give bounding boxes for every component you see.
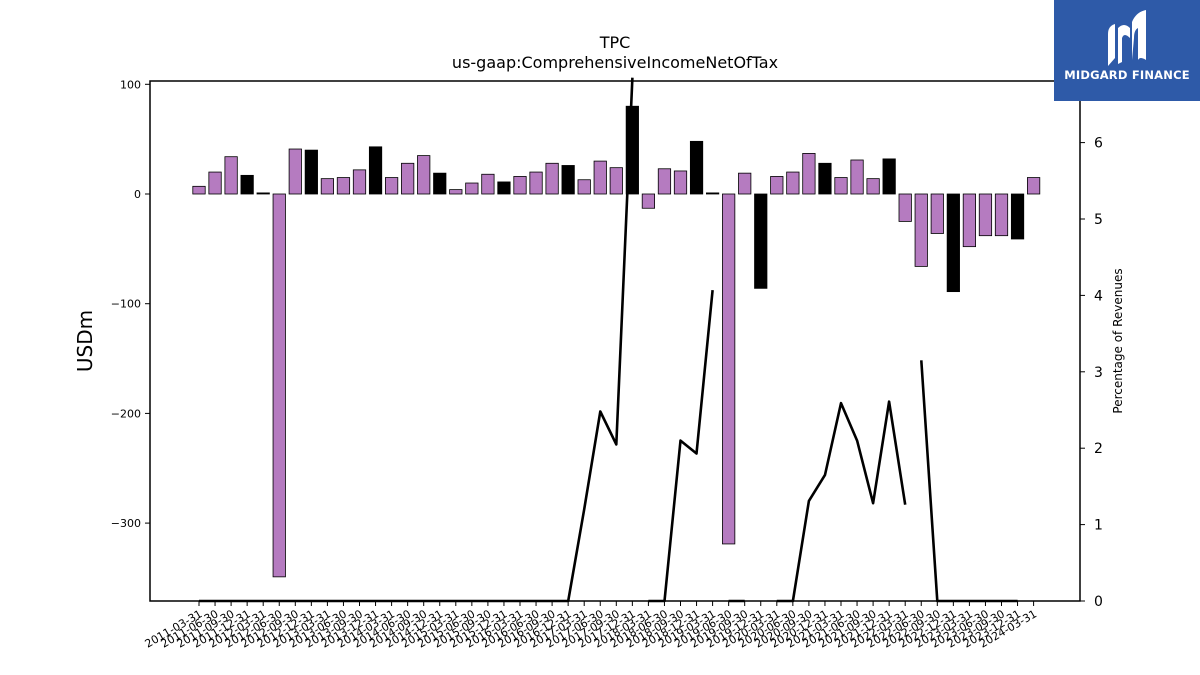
bar-2015-06-30: [465, 182, 479, 195]
plot-frame: [149, 80, 1081, 602]
bar-2015-12-31: [497, 181, 511, 195]
bar-2013-12-31: [368, 146, 383, 195]
bar-2013-06-30: [336, 177, 351, 195]
y-tick-label: −200: [111, 407, 141, 420]
y2-tick-label: 2: [1094, 441, 1103, 457]
y2-tick-label: 0: [1094, 594, 1103, 610]
bar-2012-03-31: [256, 192, 270, 195]
bar-2016-06-30: [529, 171, 543, 195]
bar-2022-03-31: [898, 193, 912, 222]
bar-2016-03-31: [513, 176, 527, 195]
y2-tick-label: 6: [1094, 136, 1103, 152]
line-segment-4: [776, 400, 907, 603]
bar-2024-03-31: [1027, 177, 1041, 195]
bar-2014-03-31: [384, 177, 399, 195]
bar-2022-06-30: [914, 193, 928, 267]
logo-mark-icon: [1108, 10, 1146, 66]
bar-2015-09-30: [481, 173, 495, 195]
bar-2021-03-31: [834, 177, 848, 195]
bar-2022-09-30: [930, 193, 944, 234]
bar-2016-09-30: [545, 162, 559, 195]
bar-2011-09-30: [224, 156, 238, 195]
bar-2021-12-31: [882, 158, 896, 195]
midgard-finance-logo: MIDGARD FINANCE: [1054, 0, 1200, 101]
bar-2023-09-30: [994, 193, 1009, 237]
bar-2011-03-31: [192, 185, 206, 195]
logo-text: MIDGARD FINANCE: [1064, 68, 1190, 82]
y-tick-label: −100: [111, 298, 141, 311]
y-tick-label: −300: [111, 517, 141, 530]
bar-2018-03-31: [641, 193, 656, 209]
bar-2019-03-31: [706, 192, 720, 195]
line-segment-0: [199, 77, 634, 603]
bar-2023-06-30: [978, 193, 993, 237]
line-segment-1: [648, 289, 714, 603]
bar-2020-09-30: [802, 153, 816, 195]
bar-2018-06-30: [657, 168, 672, 195]
line-segment-5: [920, 360, 1018, 603]
y2-tick-label: 5: [1094, 212, 1103, 228]
bar-2020-03-31: [770, 176, 784, 195]
bar-2021-06-30: [850, 159, 864, 195]
y-tick-label: 0: [134, 188, 141, 201]
bar-2017-06-30: [593, 160, 607, 195]
line-group: [199, 77, 1018, 603]
bar-2022-12-31: [946, 193, 960, 293]
y2-tick-label: 1: [1094, 518, 1103, 534]
y2-tick-label: 4: [1094, 288, 1103, 304]
bar-2016-12-31: [561, 165, 575, 195]
chart-subtitle: us-gaap:ComprehensiveIncomeNetOfTax: [452, 53, 778, 72]
bar-2012-12-31: [304, 149, 318, 195]
bar-2011-06-30: [208, 171, 222, 195]
bar-2019-09-30: [738, 172, 752, 195]
axes-group: 1000−100−200−30001234562011-03-312011-06…: [111, 78, 1103, 650]
bar-2013-09-30: [352, 169, 367, 195]
bar-2014-12-31: [433, 172, 447, 195]
bar-2019-12-31: [754, 193, 768, 289]
y2-axis-label: Percentage of Revenues: [1111, 268, 1125, 413]
y-tick-label: 100: [120, 78, 141, 91]
bar-2012-09-30: [288, 148, 302, 195]
bar-2020-06-30: [786, 171, 800, 195]
y2-tick-label: 3: [1094, 365, 1103, 381]
y-axis-label: USDm: [73, 310, 97, 372]
bar-2012-06-30: [272, 193, 286, 578]
bar-2014-06-30: [401, 162, 415, 195]
bar-2017-09-30: [609, 167, 623, 195]
bar-2021-09-30: [866, 178, 880, 195]
bar-2018-09-30: [673, 170, 688, 195]
bar-2017-03-31: [577, 179, 591, 195]
bar-2019-06-30: [722, 193, 736, 545]
bar-2014-09-30: [417, 155, 431, 195]
bars-group: [192, 105, 1041, 578]
bar-2018-12-31: [689, 140, 704, 195]
bar-2023-12-31: [1010, 193, 1025, 240]
bar-2023-03-31: [962, 193, 977, 248]
bar-2015-03-31: [449, 189, 463, 195]
bar-2011-12-31: [240, 174, 254, 195]
bar-2020-12-31: [818, 162, 832, 195]
chart-title: TPC: [599, 33, 631, 52]
bar-2013-03-31: [320, 178, 335, 195]
